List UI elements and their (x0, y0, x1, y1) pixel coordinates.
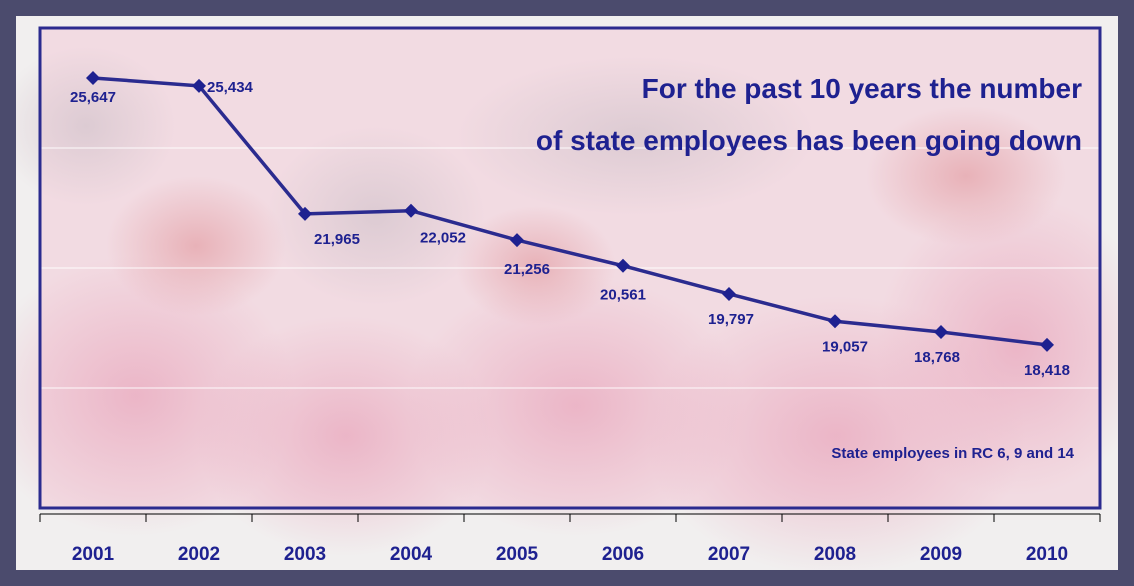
x-tick-label-2005: 2005 (496, 544, 539, 565)
data-label-2010: 18,418 (1024, 362, 1070, 379)
data-point-2009 (934, 324, 948, 339)
data-point-2008 (828, 314, 842, 329)
data-labels: 25,647 25,434 21,965 22,052 21,256 20,561 19,7… (70, 79, 1070, 379)
slide-panel: 2001 2002 2003 2004 2005 2006 2007 2008 2009 2010… (16, 16, 1118, 570)
data-point-2007 (722, 286, 736, 301)
chart-title-line-2: of state employees has been going down (536, 125, 1082, 156)
plot-background-photo (16, 28, 1118, 570)
data-label-2009: 18,768 (914, 349, 960, 366)
series-line (92, 76, 1048, 347)
chart-title-line-1: For the past 10 years the number (642, 73, 1082, 104)
x-tick-label-2009: 2009 (920, 544, 962, 565)
data-label-2004: 22,052 (420, 230, 466, 247)
x-tick-label-2003: 2003 (284, 544, 326, 565)
series-layer: 25,647 25,434 21,965 22,052 21,256 20,561 19,7… (70, 70, 1070, 379)
data-point-2004 (404, 203, 418, 218)
x-tick-label-2006: 2006 (602, 544, 644, 565)
data-label-2005: 21,256 (504, 261, 550, 278)
grid-lines (40, 147, 1100, 389)
x-tick-label-2004: 2004 (390, 544, 433, 565)
x-tick-label-2001: 2001 (72, 544, 115, 565)
plot-border (38, 26, 1102, 510)
line-chart: 2001 2002 2003 2004 2005 2006 2007 2008 2009 2010… (16, 26, 1118, 570)
x-tick-label-2002: 2002 (178, 544, 220, 565)
x-tick-label-2010: 2010 (1026, 544, 1068, 565)
data-label-2006: 20,561 (600, 287, 646, 304)
data-label-2008: 19,057 (822, 338, 868, 355)
x-axis-ticks (39, 514, 1101, 522)
data-point-2005 (510, 233, 524, 248)
data-point-2010 (1040, 337, 1054, 352)
markers (86, 70, 1054, 352)
data-label-2007: 19,797 (708, 311, 754, 328)
x-axis-labels: 2001 2002 2003 2004 2005 2006 2007 2008 2009 2010 (72, 544, 1068, 565)
data-label-2003: 21,965 (314, 231, 360, 248)
data-point-2006 (616, 258, 630, 273)
x-tick-label-2008: 2008 (814, 544, 856, 565)
data-point-2003 (298, 206, 312, 221)
data-point-2002 (192, 78, 206, 93)
data-point-2001 (86, 70, 100, 85)
chart-annotation: State employees in RC 6, 9 and 14 (831, 445, 1074, 462)
x-tick-label-2007: 2007 (708, 544, 750, 565)
data-label-2002: 25,434 (207, 79, 254, 96)
data-label-2001: 25,647 (70, 89, 116, 106)
